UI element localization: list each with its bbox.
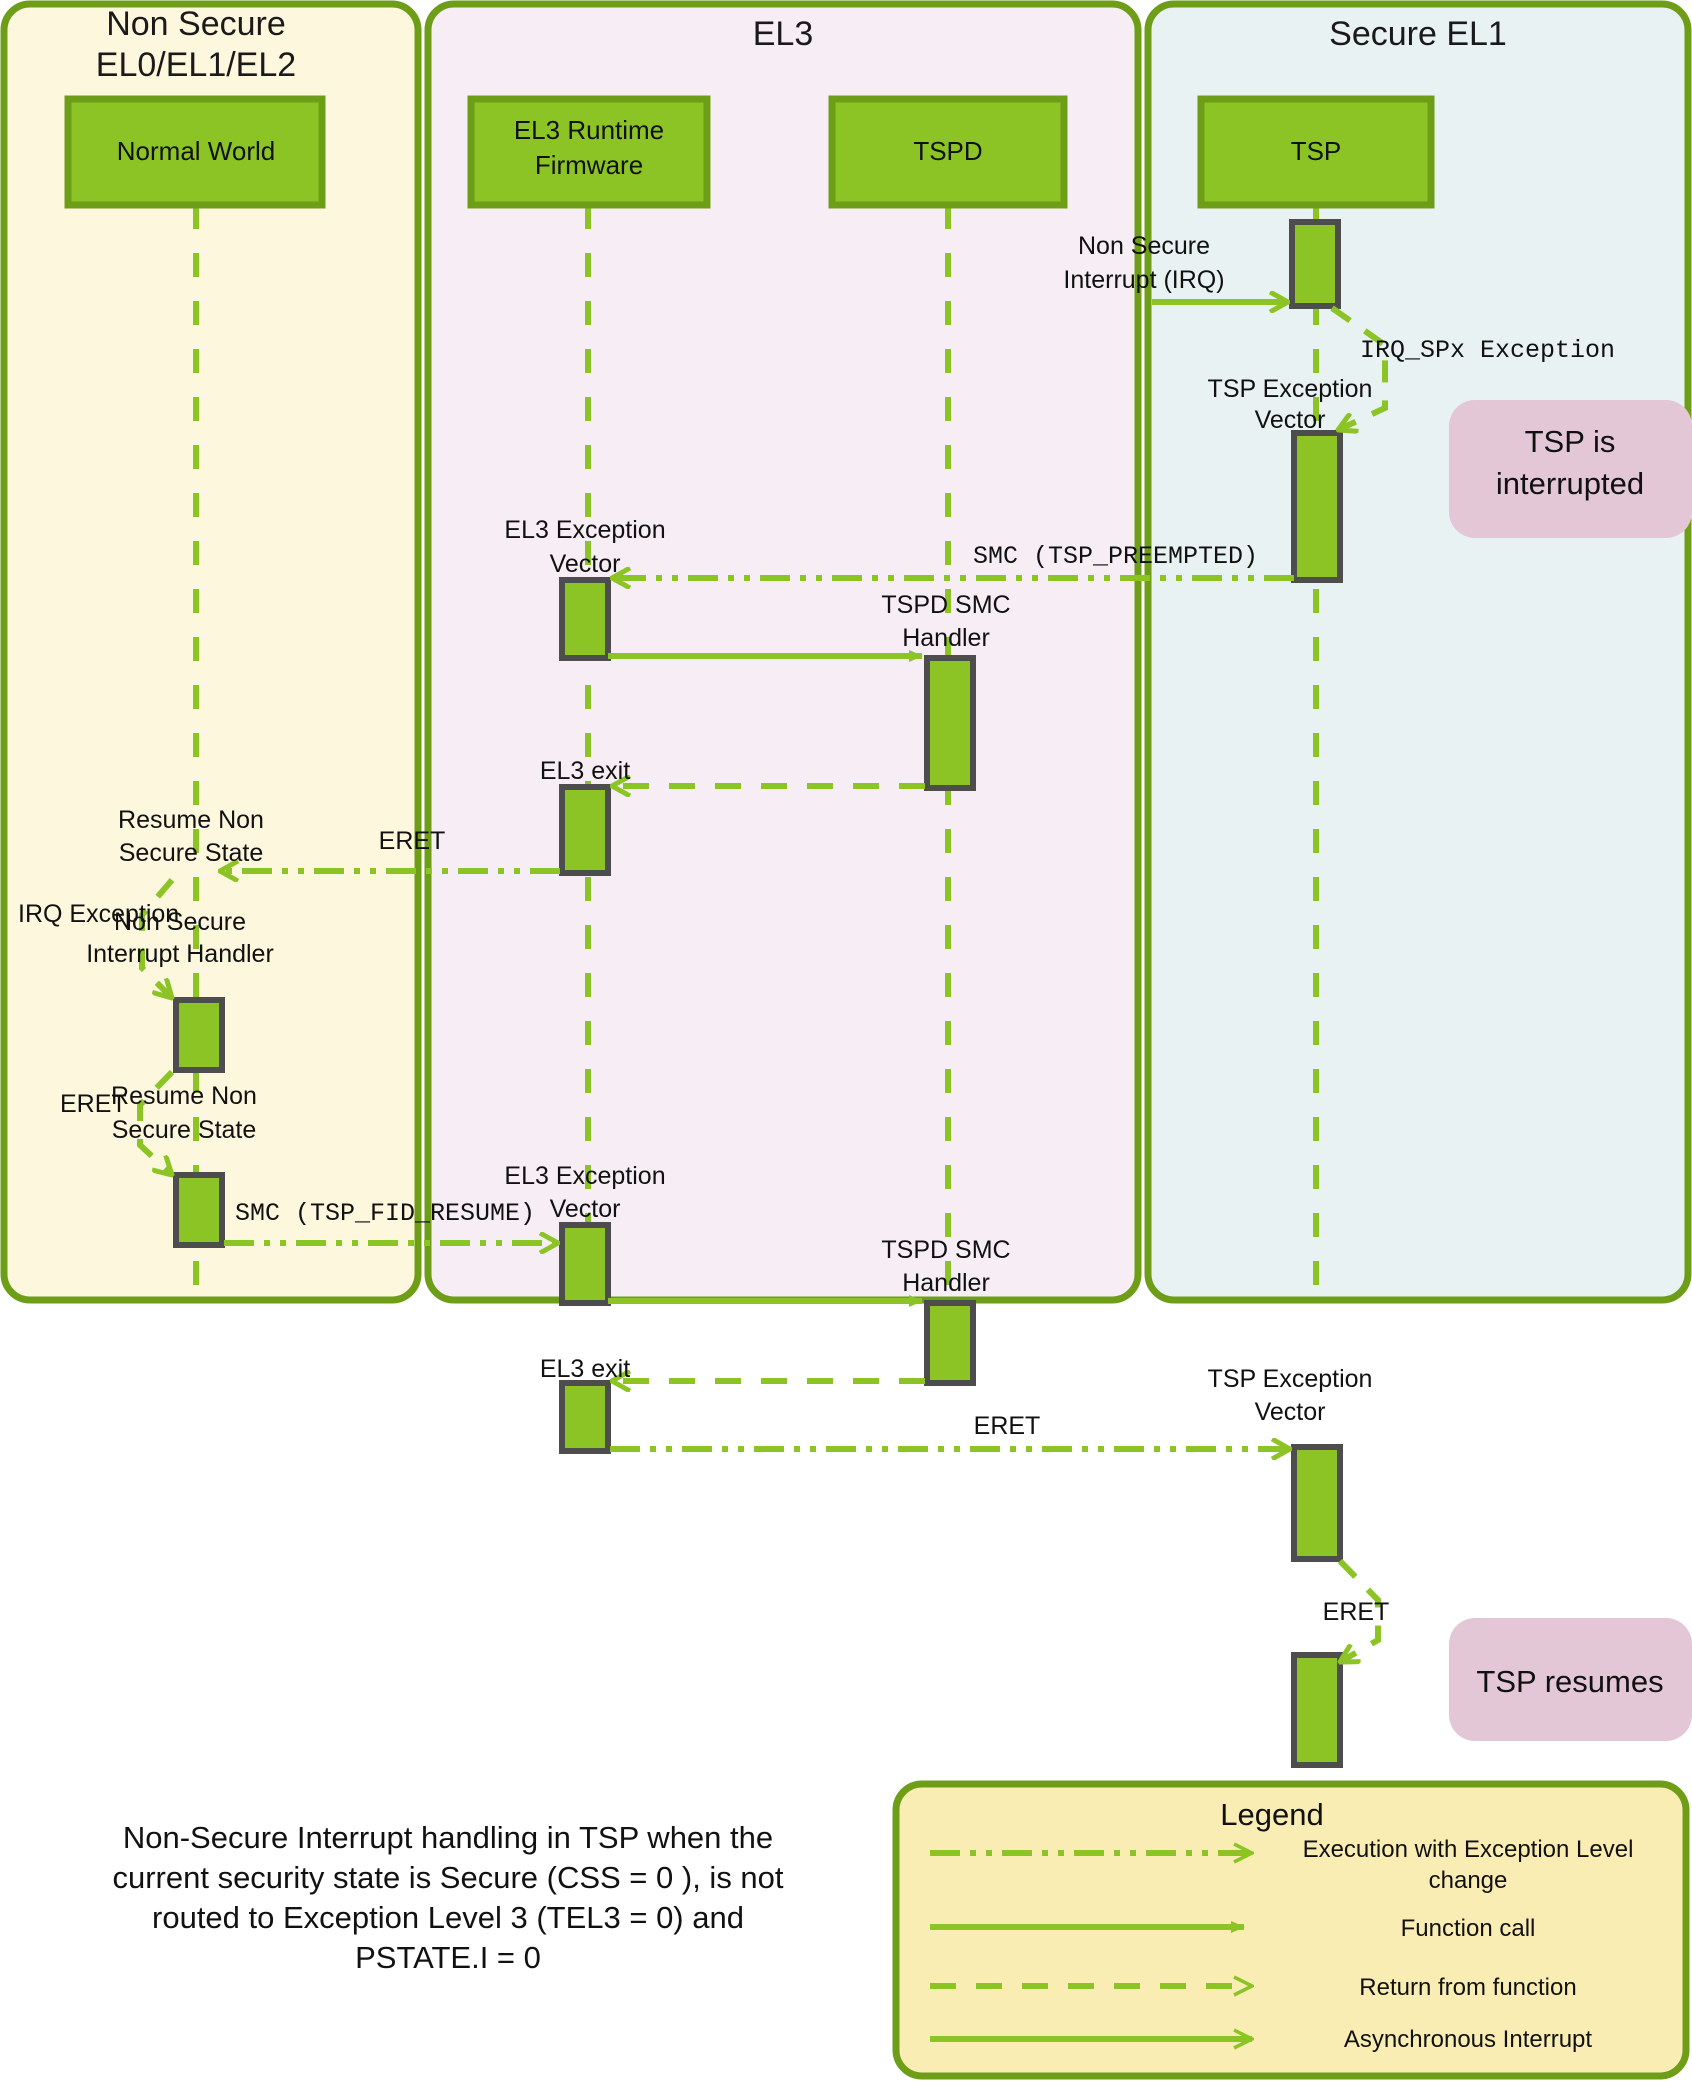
activation-el3-exit-1	[559, 784, 611, 876]
label-eret-4: ERET	[1323, 1598, 1390, 1626]
lane-non-secure	[0, 0, 422, 1304]
participant-label-tsp: TSP	[1291, 136, 1342, 166]
label-tsp-exception-vector-2-l1: TSP Exception	[1208, 1365, 1373, 1393]
label-el3-exception-vector-2-l2: Vector	[550, 1195, 621, 1223]
label-tspd-smc-handler-2-l2: Handler	[902, 1269, 990, 1297]
caption-line4: PSTATE.I = 0	[355, 1940, 541, 1975]
activation-tspd-smc-handler-2	[924, 1300, 976, 1386]
label-resume-non-secure-state-1-l1: Resume Non	[118, 806, 264, 834]
label-tsp-exception-vector-1-l1: TSP Exception	[1208, 375, 1373, 403]
label-ns-interrupt-handler-l1: Non Secure	[114, 908, 246, 936]
label-el3-exit-1: EL3 exit	[540, 757, 630, 785]
activation-ns-interrupt-handler	[173, 997, 225, 1073]
participant-normal-world[interactable]	[64, 95, 326, 209]
note-tsp-interrupted-line2: interrupted	[1496, 466, 1644, 501]
label-el3-exception-vector-2-l1: EL3 Exception	[504, 1162, 665, 1190]
activation-tspd-smc-handler-1	[924, 655, 976, 791]
participant-tsp[interactable]	[1197, 95, 1435, 209]
participant-label-tspd: TSPD	[913, 136, 982, 166]
legend-label-async-interrupt: Asynchronous Interrupt	[1344, 2026, 1592, 2053]
legend-label-exec-el-change-l1: Execution with Exception Level	[1303, 1836, 1634, 1863]
arrow-irq-spx-exception	[1330, 305, 1388, 430]
legend-label-exec-el-change-l2: change	[1429, 1867, 1508, 1894]
legend-box	[892, 1780, 1690, 2080]
activation-tsp-running	[1289, 219, 1341, 309]
caption-line3: routed to Exception Level 3 (TEL3 = 0) a…	[152, 1900, 744, 1935]
label-tspd-smc-handler-1-l1: TSPD SMC	[881, 591, 1010, 619]
label-non-secure-interrupt-l1: Non Secure	[1078, 232, 1210, 260]
activation-tsp-exception-vector-2	[1291, 1444, 1343, 1562]
label-el3-exit-2: EL3 exit	[540, 1355, 630, 1383]
legend-title: Legend	[1220, 1797, 1323, 1832]
note-tsp-resumes	[1449, 1618, 1692, 1741]
participant-label-el3-runtime-firmware-l2: Firmware	[535, 150, 643, 180]
label-non-secure-interrupt-l2: Interrupt (IRQ)	[1063, 266, 1224, 294]
label-eret-3: ERET	[974, 1412, 1041, 1440]
activation-el3-exception-vector-2	[559, 1222, 611, 1306]
label-tsp-exception-vector-1-l2: Vector	[1255, 406, 1326, 434]
participant-label-el3-runtime-firmware-l1: EL3 Runtime	[514, 115, 664, 145]
note-tsp-interrupted	[1449, 400, 1692, 538]
lane-title-el3: EL3	[753, 15, 814, 53]
participant-tspd[interactable]	[828, 95, 1068, 209]
caption-line1: Non-Secure Interrupt handling in TSP whe…	[123, 1820, 773, 1855]
label-irq-exception: IRQ Exception	[18, 900, 179, 928]
lane-title-secure-el1: Secure EL1	[1329, 15, 1507, 53]
arrow-irq-exception	[139, 878, 172, 998]
activation-el3-exit-2	[559, 1380, 611, 1454]
label-resume-non-secure-state-2-l1: Resume Non	[111, 1082, 257, 1110]
label-el3-exception-vector-1-l2: Vector	[550, 550, 621, 578]
label-el3-exception-vector-1-l1: EL3 Exception	[504, 516, 665, 544]
label-eret-1: ERET	[379, 827, 446, 855]
activation-el3-exception-vector-1	[559, 577, 611, 661]
legend-label-function-call: Function call	[1401, 1915, 1536, 1942]
lane-secure-el1	[1144, 0, 1692, 1304]
label-eret-2: ERET	[60, 1090, 127, 1118]
label-smc-tsp-fid-resume: SMC (TSP_FID_RESUME)	[235, 1199, 535, 1228]
activation-tsp-resumed	[1291, 1652, 1343, 1768]
participant-label-normal-world: Normal World	[117, 136, 275, 166]
activation-resume-non-secure-state-2	[173, 1172, 225, 1248]
label-tsp-exception-vector-2-l2: Vector	[1255, 1398, 1326, 1426]
label-smc-tsp-preempted: SMC (TSP_PREEMPTED)	[973, 542, 1258, 571]
label-resume-non-secure-state-1-l2: Secure State	[119, 839, 264, 867]
label-ns-interrupt-handler-l2: Interrupt Handler	[86, 940, 274, 968]
lane-title-non-secure-line2: EL0/EL1/EL2	[96, 46, 296, 84]
note-tsp-resumes-line1: TSP resumes	[1476, 1664, 1663, 1699]
lane-title-non-secure-line1: Non Secure	[106, 5, 286, 43]
label-tspd-smc-handler-2-l1: TSPD SMC	[881, 1236, 1010, 1264]
activation-tsp-exception-vector-1	[1291, 430, 1343, 583]
label-irq-spx-exception: IRQ_SPx Exception	[1360, 336, 1615, 365]
label-resume-non-secure-state-2-l2: Secure State	[112, 1116, 257, 1144]
caption-line2: current security state is Secure (CSS = …	[112, 1860, 783, 1895]
note-tsp-interrupted-line1: TSP is	[1525, 424, 1616, 459]
participant-el3-runtime-firmware[interactable]	[467, 95, 711, 209]
label-tspd-smc-handler-1-l2: Handler	[902, 624, 990, 652]
legend-label-return-from-function: Return from function	[1359, 1974, 1576, 2001]
